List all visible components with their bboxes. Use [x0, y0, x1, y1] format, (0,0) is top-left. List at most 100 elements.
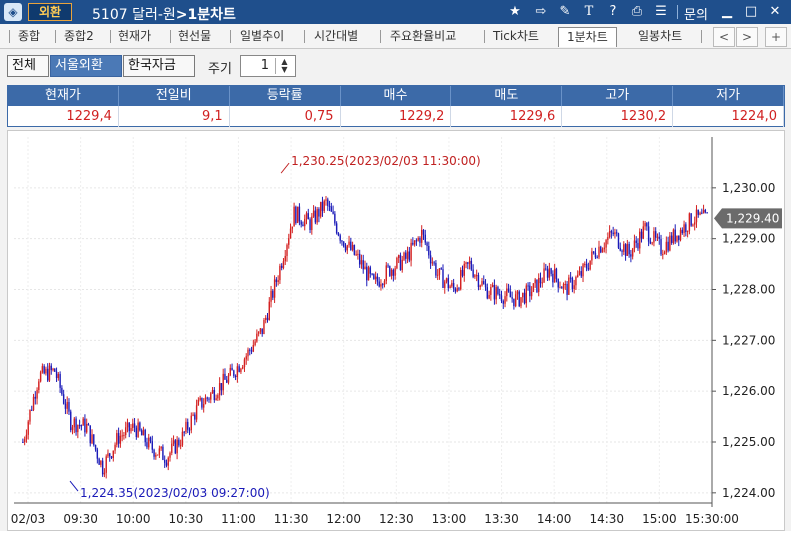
candle-body [436, 274, 439, 276]
tab-add-button[interactable]: + [765, 27, 787, 47]
candle-body [240, 368, 242, 372]
segment-seoul-fx[interactable]: 서울외환 [50, 55, 122, 77]
candle-body [64, 403, 67, 409]
maximize-icon[interactable]: □ [744, 4, 758, 19]
candle-body [580, 271, 582, 277]
candle-body [220, 383, 223, 391]
candle-body [149, 437, 152, 442]
value-ask: 1229,6 [451, 106, 563, 127]
candle-body [569, 277, 572, 279]
candle-body [323, 200, 325, 211]
minimize-icon[interactable]: ▁ [722, 4, 732, 19]
x-tick-label: 11:30 [274, 512, 309, 526]
segment-korea-money[interactable]: 한국자금 [123, 55, 195, 77]
candle-body [330, 206, 333, 212]
text-icon[interactable]: T [584, 4, 594, 19]
candle-body [160, 446, 162, 449]
chart-canvas[interactable]: 1,230.00 1,229.00 1,228.00 1,227.00 1,226.00… [8, 131, 784, 530]
tab-daily-chart[interactable]: 일봉차트 [638, 29, 683, 43]
candle-body [29, 409, 31, 422]
value-current-price: 1229,4 [8, 106, 119, 127]
candle-body [422, 229, 425, 235]
candle-body [555, 268, 558, 279]
candle-body [23, 439, 26, 443]
candle-body [346, 245, 348, 251]
candle-body [592, 251, 595, 253]
candle-body [71, 427, 74, 431]
candle-body [250, 350, 253, 352]
candle-body [103, 472, 106, 475]
candle-body [692, 224, 694, 226]
candle-body [133, 423, 136, 428]
candle-body [518, 291, 520, 307]
export-icon[interactable]: ⇨ [535, 4, 547, 19]
candle-body [137, 422, 139, 437]
inquiry-button[interactable]: 문의 [684, 8, 708, 23]
candle-body [628, 243, 630, 255]
candle-body [27, 421, 29, 435]
candle-body [348, 241, 350, 246]
list-icon[interactable]: ☰ [655, 4, 667, 19]
tab-1min-chart[interactable]: 1분차트 [558, 27, 617, 47]
candle-body [34, 396, 37, 399]
candle-body [449, 286, 451, 289]
value-high: 1230,2 [562, 106, 674, 127]
candle-body [545, 268, 547, 270]
candle-body [426, 242, 428, 246]
candle-body [25, 434, 28, 440]
candle-body [130, 428, 132, 432]
candle-body [210, 393, 212, 400]
minute-chart[interactable]: 1,230.00 1,229.00 1,228.00 1,227.00 1,226.00… [7, 130, 785, 531]
candle-body [573, 285, 575, 290]
tab-hourly[interactable]: 시간대별 [314, 29, 359, 43]
tab-summary[interactable]: 종합 [18, 29, 41, 43]
candle-body [211, 389, 214, 394]
tab-major-fx[interactable]: 주요환율비교 [390, 29, 457, 43]
header-low: 저가 [673, 86, 785, 106]
candle-body [642, 226, 645, 239]
period-stepper[interactable]: 1 ▲ ▼ [240, 55, 296, 77]
candle-body [367, 267, 370, 281]
candle-body [121, 435, 123, 437]
tab-tick-chart[interactable]: Tick차트 [493, 29, 539, 43]
help-icon[interactable]: ? [609, 4, 617, 19]
value-change: 9,1 [119, 106, 230, 127]
header-change: 전일비 [119, 86, 230, 106]
tab-daily-trend[interactable]: 일별추이 [240, 29, 285, 43]
candle-body [463, 263, 465, 276]
candle-body [435, 263, 437, 276]
candle-body [387, 265, 389, 267]
tab-current-price[interactable]: 현재가 [118, 29, 152, 43]
tab-next-button[interactable]: > [736, 27, 758, 47]
candle-body [183, 431, 185, 433]
segment-all[interactable]: 전체 [7, 55, 49, 77]
app-logo-icon[interactable]: ◈ [4, 3, 22, 21]
candle-body [408, 251, 411, 261]
candle-body [438, 268, 441, 275]
tab-summary2[interactable]: 종합2 [64, 29, 94, 43]
candle-body [146, 442, 148, 448]
y-tick-label: 1,228.00 [722, 283, 775, 297]
spin-arrows-icon[interactable]: ▲ ▼ [275, 58, 293, 74]
star-icon[interactable]: ★ [509, 4, 521, 19]
candle-body [265, 317, 267, 320]
print-icon[interactable]: ⎙ [631, 4, 643, 19]
tab-spot-futures[interactable]: 현선물 [178, 29, 212, 43]
close-icon[interactable]: ✕ [769, 4, 781, 19]
tab-prev-button[interactable]: < [713, 27, 735, 47]
candle-body [639, 231, 641, 249]
candle-body [631, 248, 634, 257]
x-tick-label: 12:00 [326, 512, 361, 526]
link-icon[interactable]: ✎ [559, 4, 571, 19]
candle-body [185, 421, 187, 433]
candle-body [94, 444, 97, 450]
candle-body [318, 209, 320, 217]
candle-body [605, 240, 607, 248]
period-value[interactable]: 1 [260, 58, 269, 73]
candle-body [353, 244, 356, 255]
candle-body [401, 259, 403, 271]
candle-body [397, 255, 400, 258]
candle-body [307, 213, 309, 220]
quote-value-row: 1229,4 9,1 0,75 1229,2 1229,6 1230,2 122… [8, 106, 785, 127]
candle-body [61, 387, 63, 395]
